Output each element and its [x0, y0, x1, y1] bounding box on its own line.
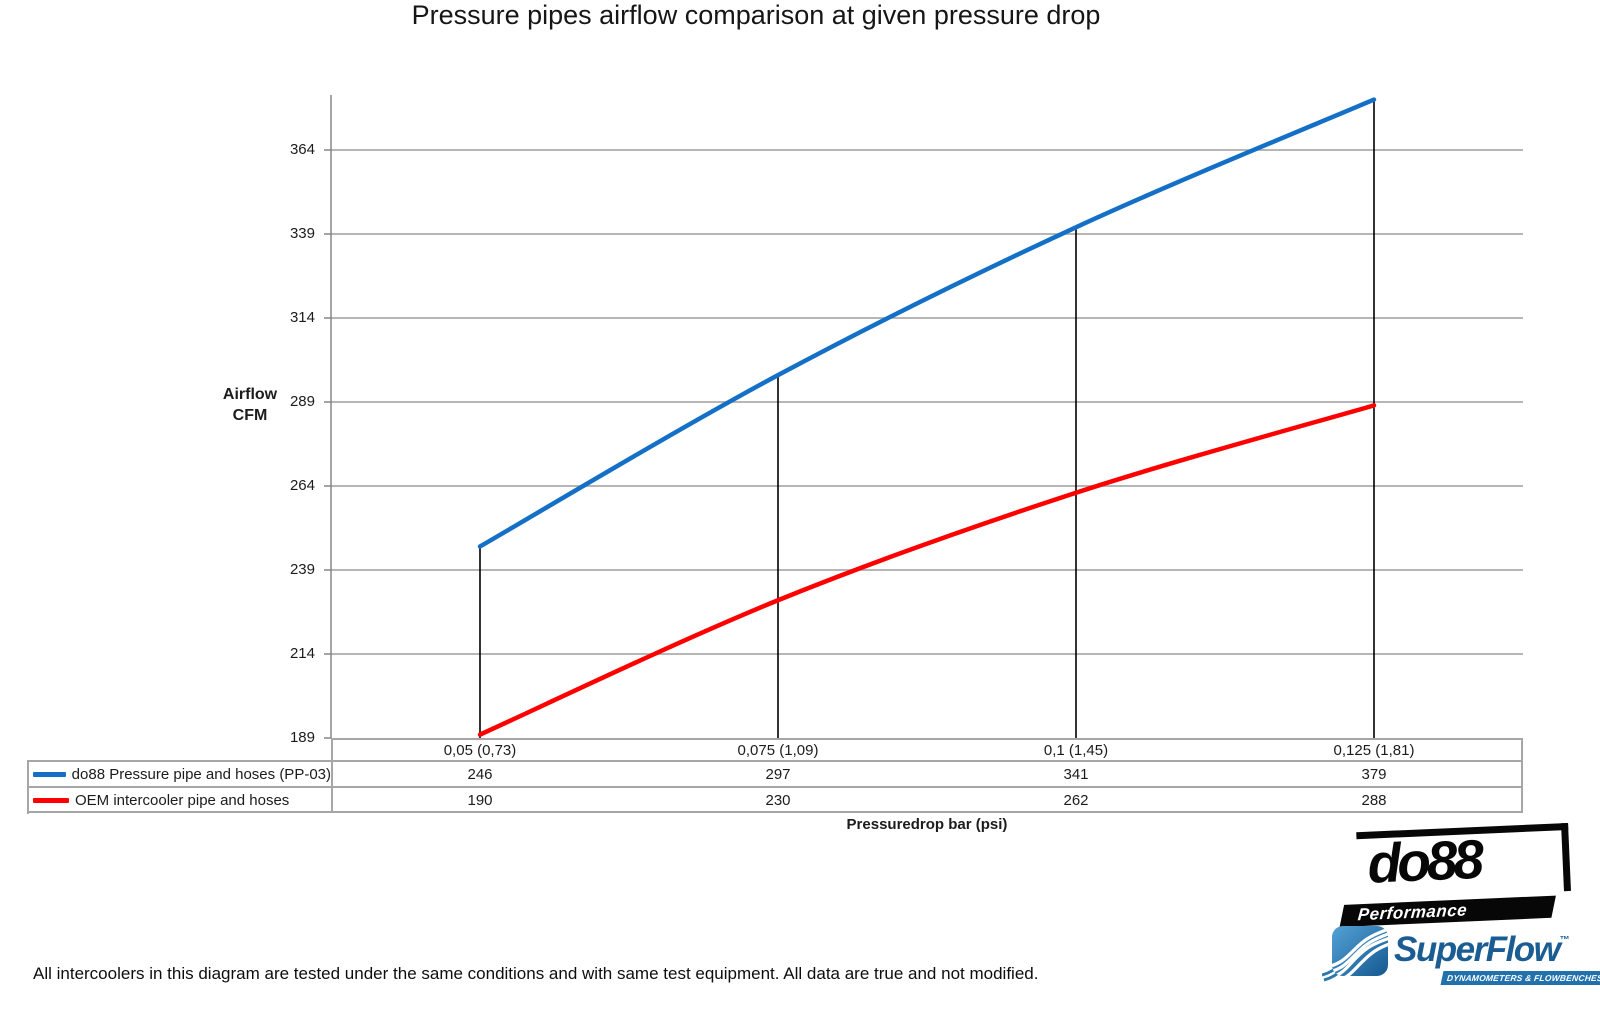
do88-logo-text: do88 [1366, 827, 1482, 895]
x-axis-title: Pressuredrop bar (psi) [846, 816, 1008, 833]
legend-marker-oem [33, 797, 69, 803]
superflow-logo-text: SuperFlow™ [1394, 930, 1569, 970]
value-cell-oem-1: 190 [467, 792, 493, 809]
table-border-top [331, 738, 1523, 740]
y-axis-title-line2: CFM [232, 407, 268, 424]
series-line-do88 [477, 97, 1377, 549]
legend-label-do88: do88 Pressure pipe and hoses (PP-03) [71, 765, 331, 783]
y-tick-label-339: 339 [289, 225, 315, 242]
y-tick-label-189: 189 [289, 729, 315, 746]
y-tick-label-214: 214 [289, 645, 315, 662]
value-cell-oem-2: 230 [765, 792, 791, 809]
x-category-label-1: 0,05 (0,73) [443, 742, 517, 759]
y-tick-label-239: 239 [289, 561, 315, 578]
do88-performance-bar: Performance [1339, 895, 1556, 928]
table-divider-legend [331, 738, 333, 813]
value-cell-oem-3: 262 [1063, 792, 1089, 809]
superflow-tagline-bar: DYNAMOMETERS & FLOWBENCHES [1440, 971, 1600, 985]
data-table: 0,05 (0,73) 0,075 (1,09) 0,1 (1,45) 0,125 (… [27, 738, 1523, 814]
x-category-label-3: 0,1 (1,45) [1043, 742, 1109, 759]
table-border-row1 [27, 760, 1523, 762]
y-axis-title-line1: Airflow [222, 386, 278, 403]
legend-label-oem: OEM intercooler pipe and hoses [75, 791, 290, 809]
superflow-tagline-label: DYNAMOMETERS & FLOWBENCHES [1446, 973, 1600, 983]
legend-row-oem: OEM intercooler pipe and hoses [30, 788, 331, 812]
value-cell-do88-4: 379 [1361, 766, 1387, 783]
do88-logo: do88 Performance [1336, 815, 1572, 928]
y-tick-label-314: 314 [289, 309, 315, 326]
table-border-row2 [27, 786, 1523, 788]
x-category-label-4: 0,125 (1,81) [1333, 742, 1415, 759]
y-tick-label-264: 264 [289, 477, 315, 494]
plot-area [324, 95, 1523, 739]
y-axis-title: Airflow CFM [203, 384, 297, 426]
value-cell-do88-3: 341 [1063, 766, 1089, 783]
table-border-bottom [27, 811, 1523, 813]
y-tick-label-364: 364 [289, 141, 315, 158]
superflow-trademark: ™ [1559, 935, 1570, 946]
value-cell-oem-4: 288 [1361, 792, 1387, 809]
value-cell-do88-2: 297 [765, 766, 791, 783]
do88-frame-right-line [1561, 822, 1571, 892]
table-border-left [27, 760, 29, 814]
series-line-oem [477, 403, 1377, 737]
value-cell-do88-1: 246 [467, 766, 493, 783]
y-tick-label-289: 289 [289, 393, 315, 410]
chart-title: Pressure pipes airflow comparison at giv… [411, 0, 1101, 30]
table-border-right [1521, 738, 1523, 813]
x-category-label-2: 0,075 (1,09) [737, 742, 819, 759]
superflow-wordmark: SuperFlow [1394, 930, 1561, 969]
legend-marker-do88 [33, 771, 66, 777]
do88-performance-label: Performance [1357, 900, 1468, 925]
superflow-wave-icon [1322, 926, 1388, 982]
legend-row-do88: do88 Pressure pipe and hoses (PP-03) [30, 762, 331, 786]
superflow-logo: SuperFlow™ DYNAMOMETERS & FLOWBENCHES [1322, 924, 1600, 988]
footer-note: All intercoolers in this diagram are tes… [33, 964, 1039, 983]
